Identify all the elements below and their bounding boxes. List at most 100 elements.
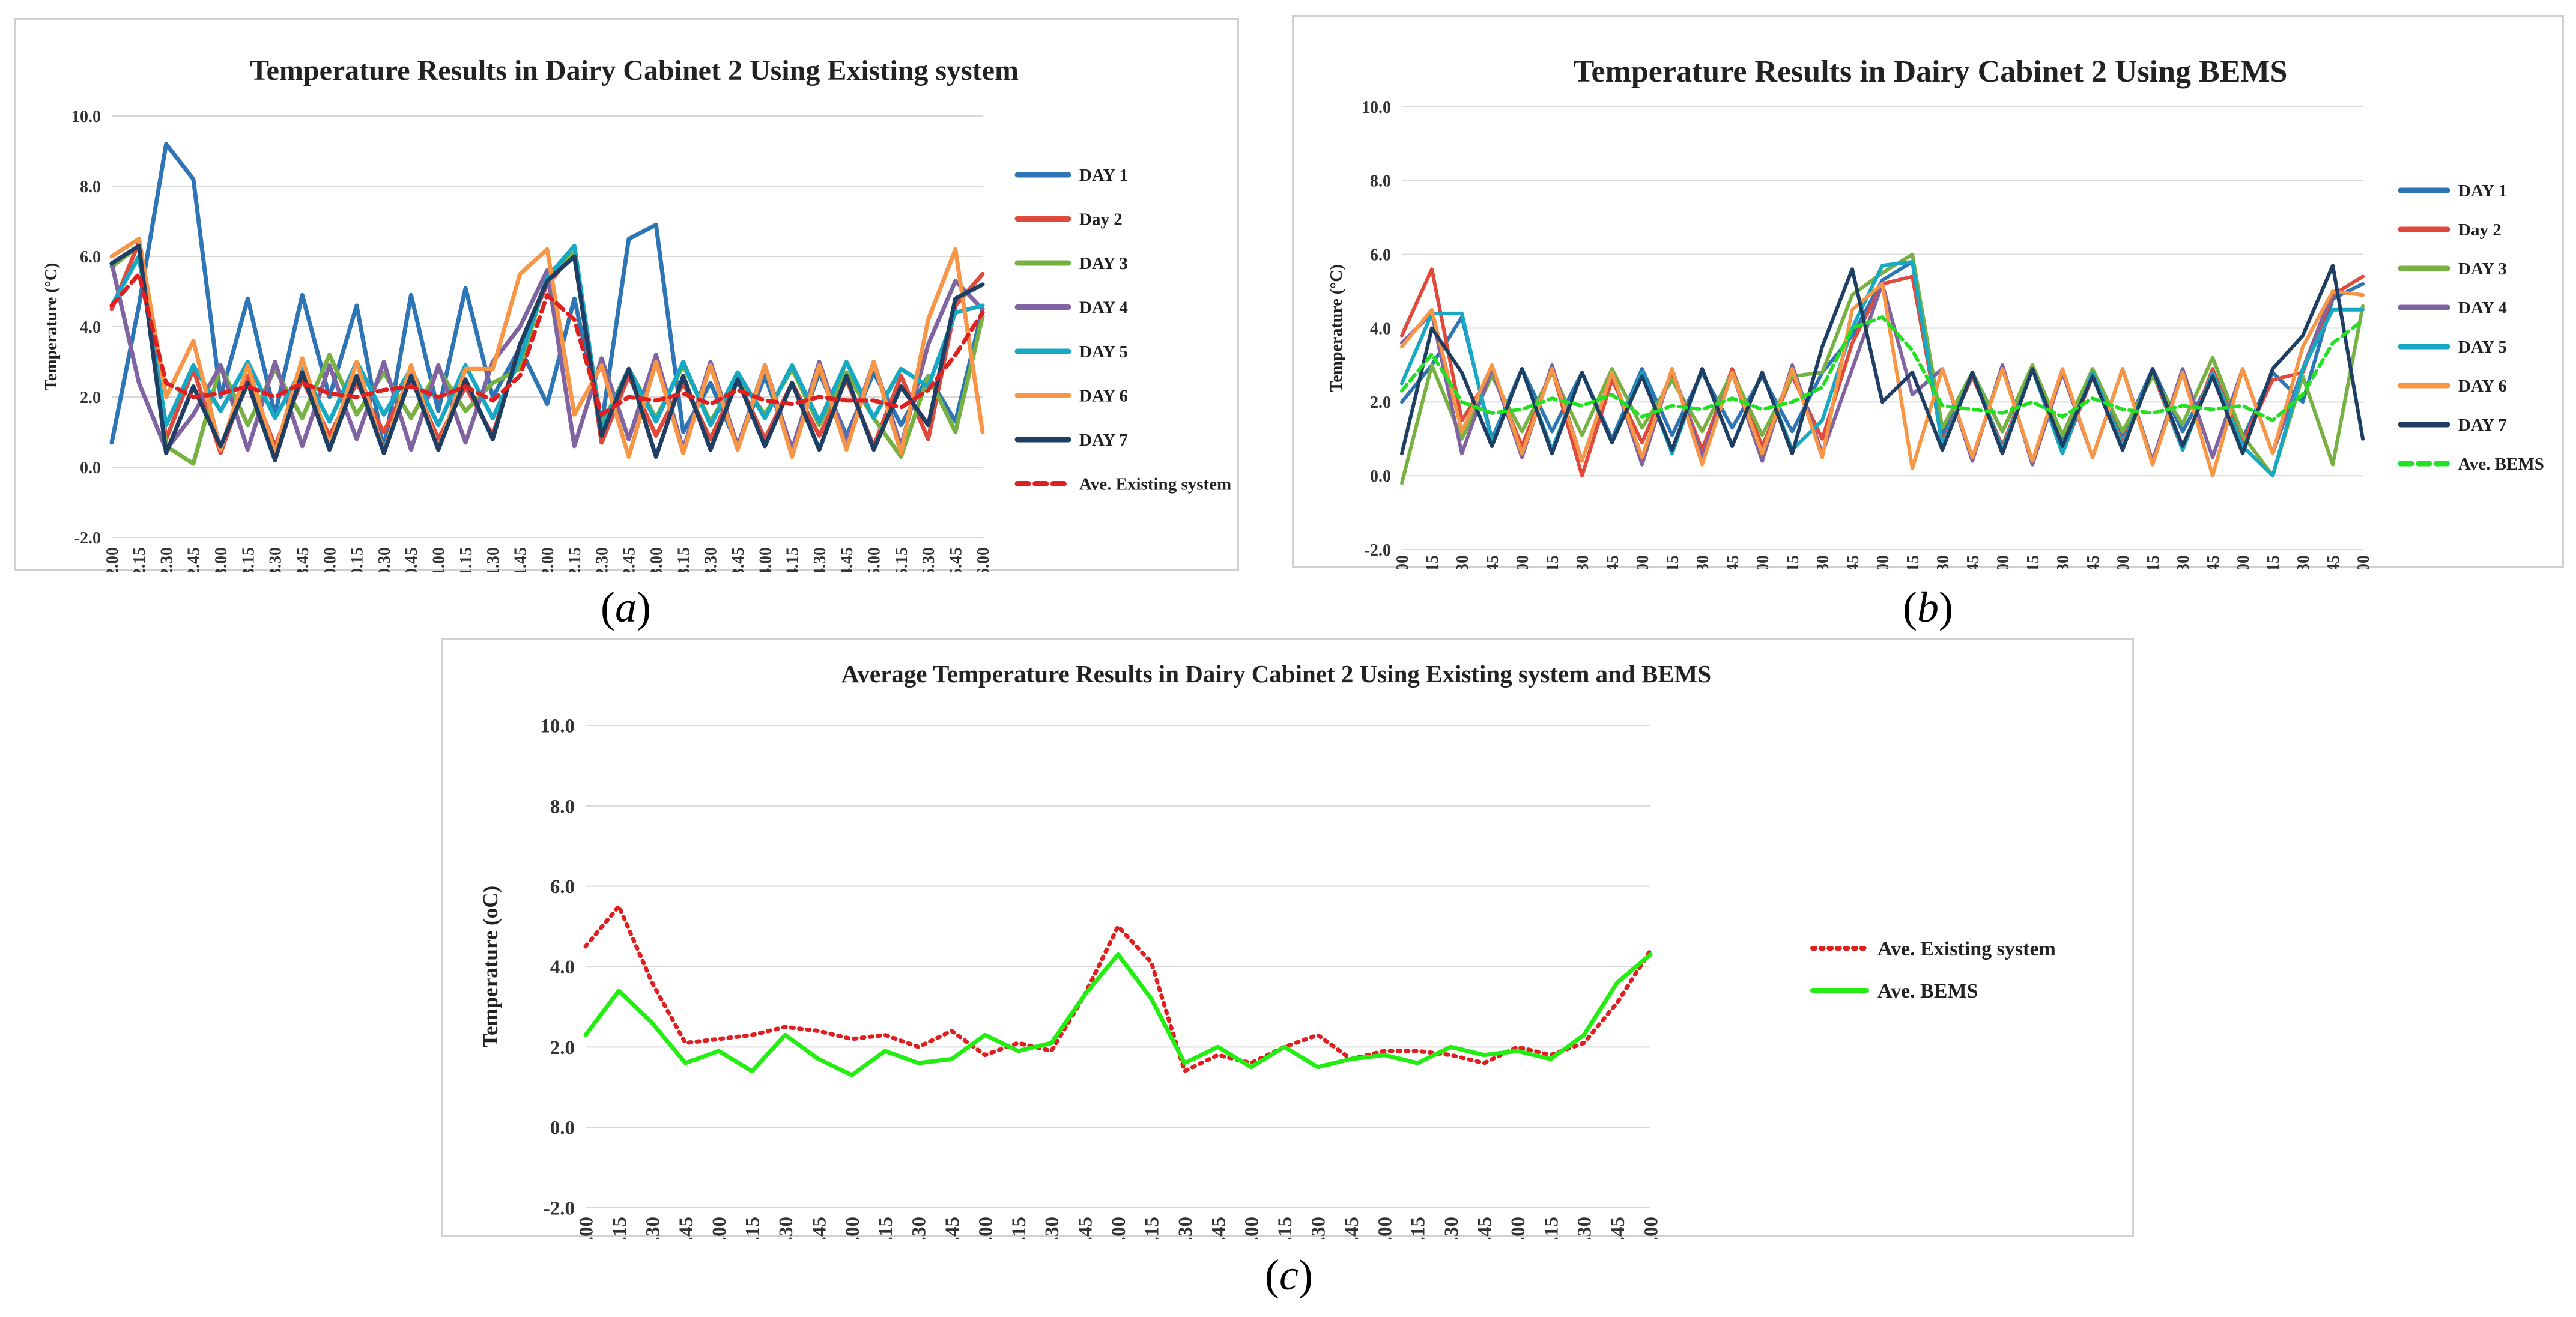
x-tick-label: 4.15 xyxy=(784,547,802,572)
x-tick-label: 3.45 xyxy=(2084,555,2103,569)
y-tick-label: 6.0 xyxy=(1370,246,1391,264)
legend-label: DAY 7 xyxy=(1079,431,1128,450)
chart-panel-a: Temperature Results in Dairy Cabinet 2 U… xyxy=(14,18,1239,572)
y-tick-label: 10.0 xyxy=(540,716,575,737)
x-tick-label: 0.30 xyxy=(375,547,394,572)
x-tick-label: 3.00 xyxy=(1241,1217,1263,1239)
x-tick-label: 0.30 xyxy=(1694,555,1712,569)
x-tick-label: 1.45 xyxy=(1075,1217,1097,1239)
x-tick-label: 2.15 xyxy=(1904,555,1923,569)
x-tick-label: 6.00 xyxy=(974,547,993,572)
x-tick-label: 5.30 xyxy=(2294,555,2313,569)
x-tick-label: 2.45 xyxy=(1208,1217,1229,1239)
caption-a: (a) xyxy=(601,583,651,631)
x-tick-label: 2.00 xyxy=(539,547,557,572)
y-axis-label: Temperature (°C) xyxy=(42,263,61,391)
x-tick-label: 5.15 xyxy=(2264,555,2283,569)
x-tick-label: 2.15 xyxy=(566,547,584,572)
x-tick-label: 4.00 xyxy=(2114,555,2133,569)
y-tick-label: -2.0 xyxy=(544,1198,575,1220)
y-tick-label: -2.0 xyxy=(1365,541,1391,560)
x-tick-label: 4.30 xyxy=(811,547,829,572)
legend-label: Day 2 xyxy=(1079,210,1123,229)
x-tick-label: 1.45 xyxy=(511,547,530,572)
y-tick-label: 4.0 xyxy=(550,957,575,978)
x-tick-label: 4.45 xyxy=(838,547,856,572)
legend-label: DAY 5 xyxy=(1079,342,1128,362)
x-tick-label: 3.30 xyxy=(1308,1217,1329,1239)
x-tick-label: 0.00 xyxy=(1634,555,1652,569)
x-tick-label: 1.15 xyxy=(457,547,476,572)
y-tick-label: 4.0 xyxy=(1370,319,1391,338)
x-tick-label: 5.15 xyxy=(1541,1217,1562,1239)
chart-a: Temperature Results in Dairy Cabinet 2 U… xyxy=(42,55,1231,572)
chart-c: Average Temperature Results in Dairy Cab… xyxy=(479,660,2056,1239)
x-tick-label: 6.00 xyxy=(1641,1217,1662,1239)
x-tick-label: 5.00 xyxy=(865,547,884,572)
x-tick-label: 1.30 xyxy=(1814,555,1832,569)
series-line-ave-bems xyxy=(583,952,1653,1077)
series-line-ave-existing-system xyxy=(583,904,1653,1073)
y-tick-label: 2.0 xyxy=(550,1037,575,1059)
chart-title: Average Temperature Results in Dairy Cab… xyxy=(841,660,1711,688)
y-axis-label: Temperature (oC) xyxy=(479,886,502,1047)
x-tick-label: 3.30 xyxy=(2054,555,2073,569)
x-tick-label: 23.15 xyxy=(239,547,258,572)
x-tick-label: 5.00 xyxy=(2234,555,2253,569)
x-tick-label: 6.00 xyxy=(2354,555,2373,569)
x-tick-label: 2.30 xyxy=(593,547,611,572)
x-tick-label: 22.15 xyxy=(1423,555,1442,569)
series-line-day-6 xyxy=(109,237,985,459)
x-tick-label: 5.45 xyxy=(2324,555,2343,569)
legend-label: Ave. BEMS xyxy=(1877,980,1978,1002)
series-line-day-5 xyxy=(109,243,985,431)
chart-panel-c: Average Temperature Results in Dairy Cab… xyxy=(441,638,2134,1239)
series-line-day-7 xyxy=(1400,264,2365,456)
y-tick-label: 0.0 xyxy=(1370,467,1391,486)
x-tick-label: 4.00 xyxy=(756,547,775,572)
x-tick-label: 22.45 xyxy=(1483,555,1502,569)
chart-title: Temperature Results in Dairy Cabinet 2 U… xyxy=(1574,55,2288,89)
x-tick-label: 23.45 xyxy=(1604,555,1622,569)
x-tick-label: 0.45 xyxy=(942,1217,963,1239)
x-tick-label: 4.15 xyxy=(2144,555,2163,569)
x-tick-label: 23.30 xyxy=(775,1217,797,1239)
x-tick-label: 23.15 xyxy=(742,1217,764,1239)
x-tick-label: 3.00 xyxy=(647,547,666,572)
legend-label: Ave. Existing system xyxy=(1079,475,1231,494)
y-axis-label: Temperature (°C) xyxy=(1327,264,1346,392)
y-tick-label: 10.0 xyxy=(1362,98,1391,117)
x-tick-label: 22.15 xyxy=(130,547,149,572)
x-tick-label: 23.45 xyxy=(808,1217,830,1239)
x-tick-label: 5.30 xyxy=(1574,1217,1596,1239)
x-tick-label: 2.30 xyxy=(1175,1217,1196,1239)
caption-c: (c) xyxy=(1265,1251,1313,1299)
legend-label: DAY 1 xyxy=(1079,166,1128,185)
y-tick-label: 0.0 xyxy=(550,1118,575,1139)
y-tick-label: 10.0 xyxy=(71,107,101,126)
x-tick-label: 22.00 xyxy=(1393,555,1412,569)
x-tick-label: 0.45 xyxy=(402,547,421,572)
x-tick-label: 22.15 xyxy=(609,1217,631,1239)
y-tick-label: 8.0 xyxy=(1370,172,1391,191)
series-line-ave-bems xyxy=(1400,315,2365,422)
x-tick-label: 22.45 xyxy=(185,547,204,572)
x-tick-label: 23.00 xyxy=(1514,555,1532,569)
x-tick-label: 0.15 xyxy=(875,1217,897,1239)
legend-label: DAY 6 xyxy=(1079,387,1128,406)
x-tick-label: 0.45 xyxy=(1724,555,1742,569)
x-tick-label: 22.30 xyxy=(1453,555,1472,569)
x-tick-label: 4.15 xyxy=(1408,1217,1429,1239)
x-tick-label: 0.00 xyxy=(842,1217,864,1239)
x-tick-label: 22.30 xyxy=(157,547,176,572)
x-tick-label: 2.45 xyxy=(620,547,639,572)
x-tick-label: 3.15 xyxy=(2024,555,2043,569)
x-tick-label: 3.45 xyxy=(729,547,748,572)
x-tick-label: 4.45 xyxy=(1474,1217,1496,1239)
y-tick-label: 8.0 xyxy=(80,178,101,196)
legend-label: Ave. Existing system xyxy=(1877,938,2056,960)
x-tick-label: 0.15 xyxy=(348,547,367,572)
x-tick-label: 4.30 xyxy=(2174,555,2193,569)
x-tick-label: 1.15 xyxy=(1784,555,1802,569)
x-tick-label: 22.00 xyxy=(576,1217,598,1239)
